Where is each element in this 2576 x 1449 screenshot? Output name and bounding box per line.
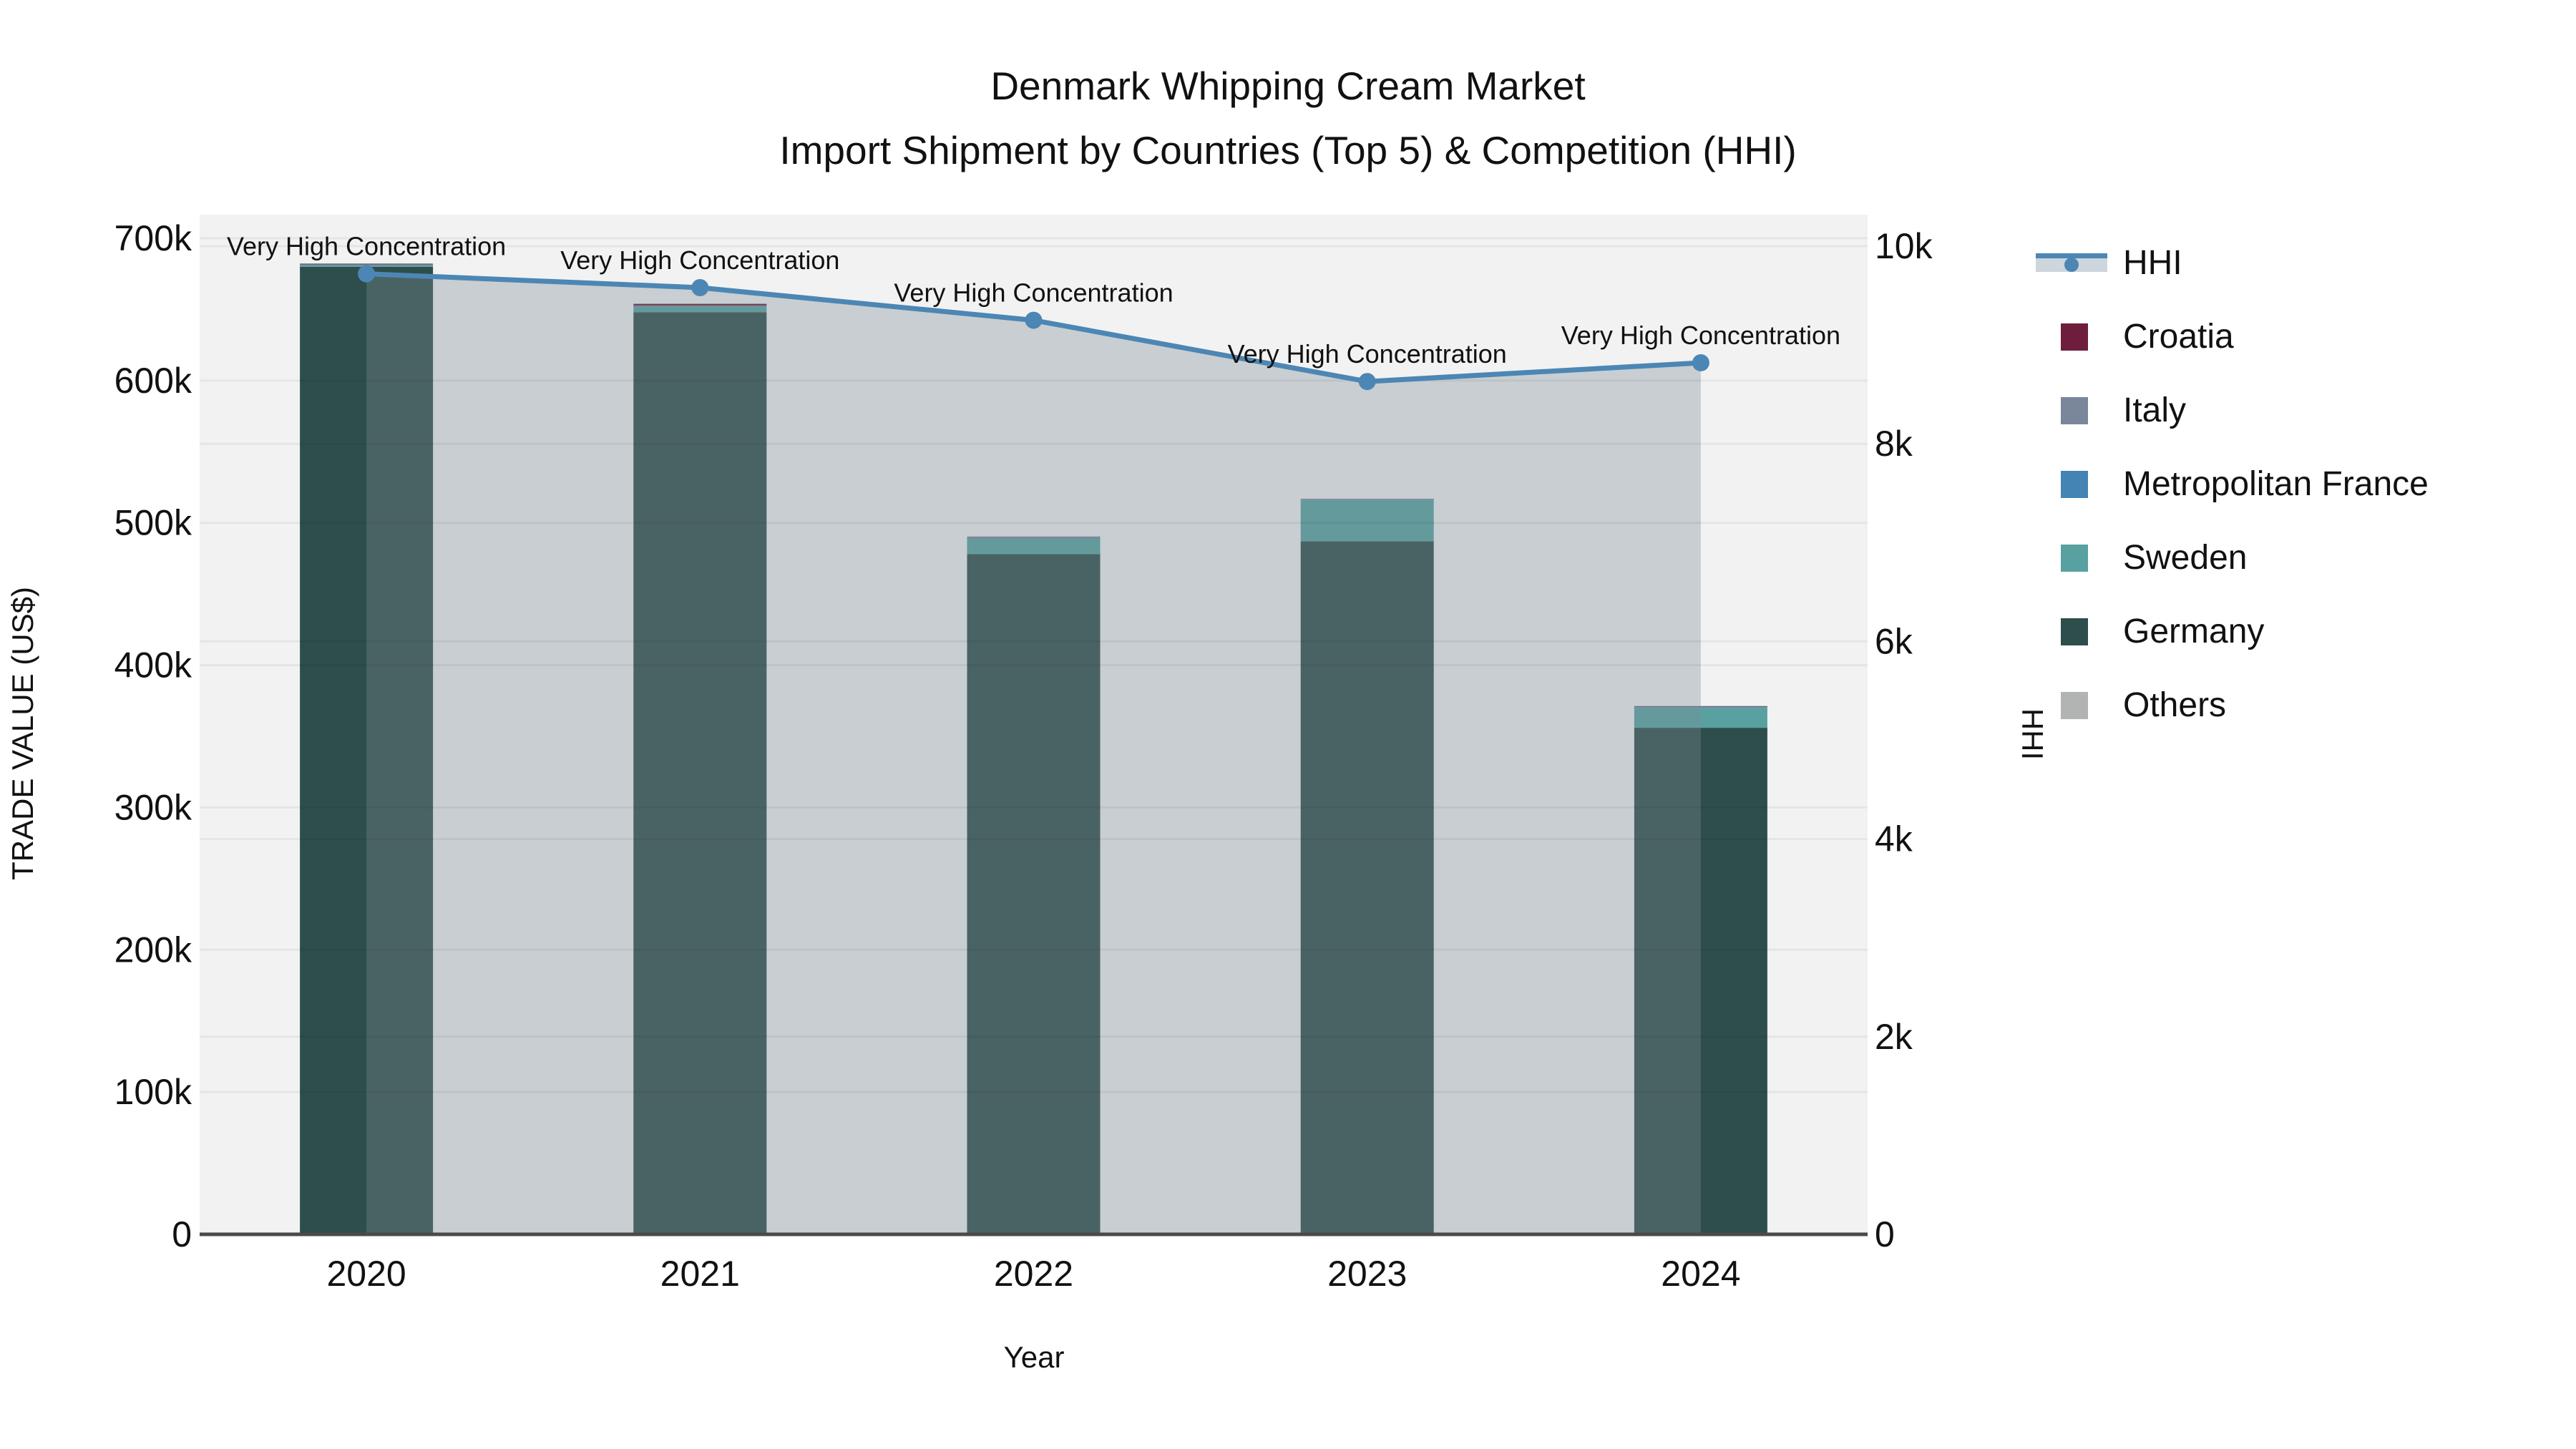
others-swatch-icon	[2036, 688, 2107, 723]
bar-segment-others-2021[interactable]	[633, 303, 767, 304]
left-tick-200k: 200k	[114, 930, 192, 970]
x-tick-2024: 2024	[1661, 1254, 1740, 1294]
annotation-2023: Very High Concentration	[1228, 339, 1507, 369]
legend-color-square	[2061, 544, 2088, 572]
sweden-swatch-icon	[2036, 541, 2107, 575]
legend-color-square	[2061, 396, 2088, 424]
legend-color-square	[2061, 470, 2088, 498]
left-tick-0: 0	[172, 1214, 192, 1254]
legend-label: Metropolitan France	[2123, 465, 2429, 503]
left-tick-300k: 300k	[114, 787, 192, 827]
bar-segment-metropolitan-france-2023[interactable]	[1300, 499, 1434, 500]
hhi-point-2021[interactable]	[691, 279, 709, 297]
right-tick-4k: 4k	[1875, 819, 1913, 859]
legend-label: Italy	[2123, 391, 2187, 429]
legend-label: Others	[2123, 686, 2227, 724]
legend-item-others[interactable]: Others	[2036, 668, 2429, 742]
bar-segment-germany-2022[interactable]	[967, 554, 1101, 1234]
croatia-swatch-icon	[2036, 320, 2107, 354]
bar-segment-sweden-2024[interactable]	[1634, 708, 1767, 728]
legend-item-metropolitan-france[interactable]: Metropolitan France	[2036, 447, 2429, 521]
legend-color-square	[2061, 323, 2088, 351]
bar-segment-croatia-2021[interactable]	[633, 303, 767, 306]
chart-title-line-1: Denmark Whipping Cream Market	[990, 64, 1586, 108]
legend-label: Croatia	[2123, 318, 2234, 356]
chart-title-line-2: Import Shipment by Countries (Top 5) & C…	[779, 128, 1797, 172]
right-tick-6k: 6k	[1875, 621, 1913, 661]
chart-title: Denmark Whipping Cream Market Import Shi…	[0, 54, 2576, 182]
left-tick-400k: 400k	[114, 645, 192, 686]
legend-color-square	[2061, 691, 2088, 719]
bar-segment-italy-2024[interactable]	[1634, 706, 1767, 708]
annotation-2020: Very High Concentration	[227, 232, 506, 261]
germany-swatch-icon	[2036, 615, 2107, 649]
left-tick-700k: 700k	[114, 218, 192, 258]
annotation-2022: Very High Concentration	[894, 278, 1173, 308]
bar-segment-germany-2020[interactable]	[300, 266, 434, 1234]
hhi-marker-dot	[2064, 257, 2079, 272]
bar-segment-metropolitan-france-2024[interactable]	[1634, 707, 1767, 708]
bar-segment-germany-2021[interactable]	[633, 312, 767, 1234]
bar-segment-croatia-2024[interactable]	[1634, 706, 1767, 707]
bar-segment-italy-2023[interactable]	[1300, 499, 1434, 500]
annotation-2024: Very High Concentration	[1561, 321, 1840, 350]
hhi-line-stroke	[2036, 253, 2107, 258]
bar-segment-italy-2022[interactable]	[967, 537, 1101, 538]
hhi-point-2023[interactable]	[1358, 373, 1376, 391]
legend-label: HHI	[2123, 244, 2182, 282]
right-tick-0: 0	[1875, 1214, 1895, 1254]
legend-item-germany[interactable]: Germany	[2036, 595, 2429, 668]
bar-segment-germany-2024[interactable]	[1634, 728, 1767, 1234]
left-tick-100k: 100k	[114, 1072, 192, 1112]
italy-swatch-icon	[2036, 394, 2107, 428]
legend-item-croatia[interactable]: Croatia	[2036, 300, 2429, 374]
x-tick-2022: 2022	[994, 1254, 1073, 1294]
hhi-area-fill	[366, 273, 1701, 1235]
right-tick-10k: 10k	[1875, 226, 1933, 266]
legend-label: Germany	[2123, 613, 2265, 650]
legend-item-sweden[interactable]: Sweden	[2036, 521, 2429, 595]
legend-color-square	[2061, 618, 2088, 645]
bar-segment-germany-2023[interactable]	[1300, 541, 1434, 1234]
bar-segment-croatia-2020[interactable]	[300, 263, 434, 265]
x-tick-2023: 2023	[1327, 1254, 1407, 1294]
hhi-point-2020[interactable]	[358, 265, 376, 283]
bar-segment-others-2020[interactable]	[300, 263, 434, 264]
left-axis-title: TRADE VALUE (US$)	[6, 587, 39, 880]
legend-item-italy[interactable]: Italy	[2036, 374, 2429, 447]
left-tick-500k: 500k	[114, 503, 192, 543]
bar-segment-sweden-2021[interactable]	[633, 306, 767, 313]
annotation-2021: Very High Concentration	[560, 245, 839, 275]
hhi-line-swatch-icon	[2036, 246, 2107, 280]
x-tick-2020: 2020	[326, 1254, 406, 1294]
metropolitan-france-swatch-icon	[2036, 467, 2107, 502]
bar-segment-metropolitan-france-2021[interactable]	[633, 306, 767, 307]
right-tick-2k: 2k	[1875, 1017, 1913, 1057]
x-axis-title: Year	[1003, 1340, 1065, 1374]
legend: HHI Croatia Italy Metropolitan France Sweden…	[2036, 226, 2429, 742]
bar-segment-sweden-2022[interactable]	[967, 538, 1101, 555]
bar-segment-metropolitan-france-2022[interactable]	[967, 537, 1101, 539]
legend-item-hhi[interactable]: HHI	[2036, 226, 2429, 300]
right-tick-8k: 8k	[1875, 424, 1913, 464]
hhi-point-2024[interactable]	[1692, 353, 1709, 371]
hhi-point-2022[interactable]	[1025, 311, 1043, 329]
x-tick-2021: 2021	[660, 1254, 740, 1294]
bar-segment-italy-2020[interactable]	[300, 264, 434, 265]
legend-label: Sweden	[2123, 539, 2248, 577]
bar-segment-sweden-2023[interactable]	[1300, 499, 1434, 542]
left-tick-600k: 600k	[114, 361, 192, 401]
